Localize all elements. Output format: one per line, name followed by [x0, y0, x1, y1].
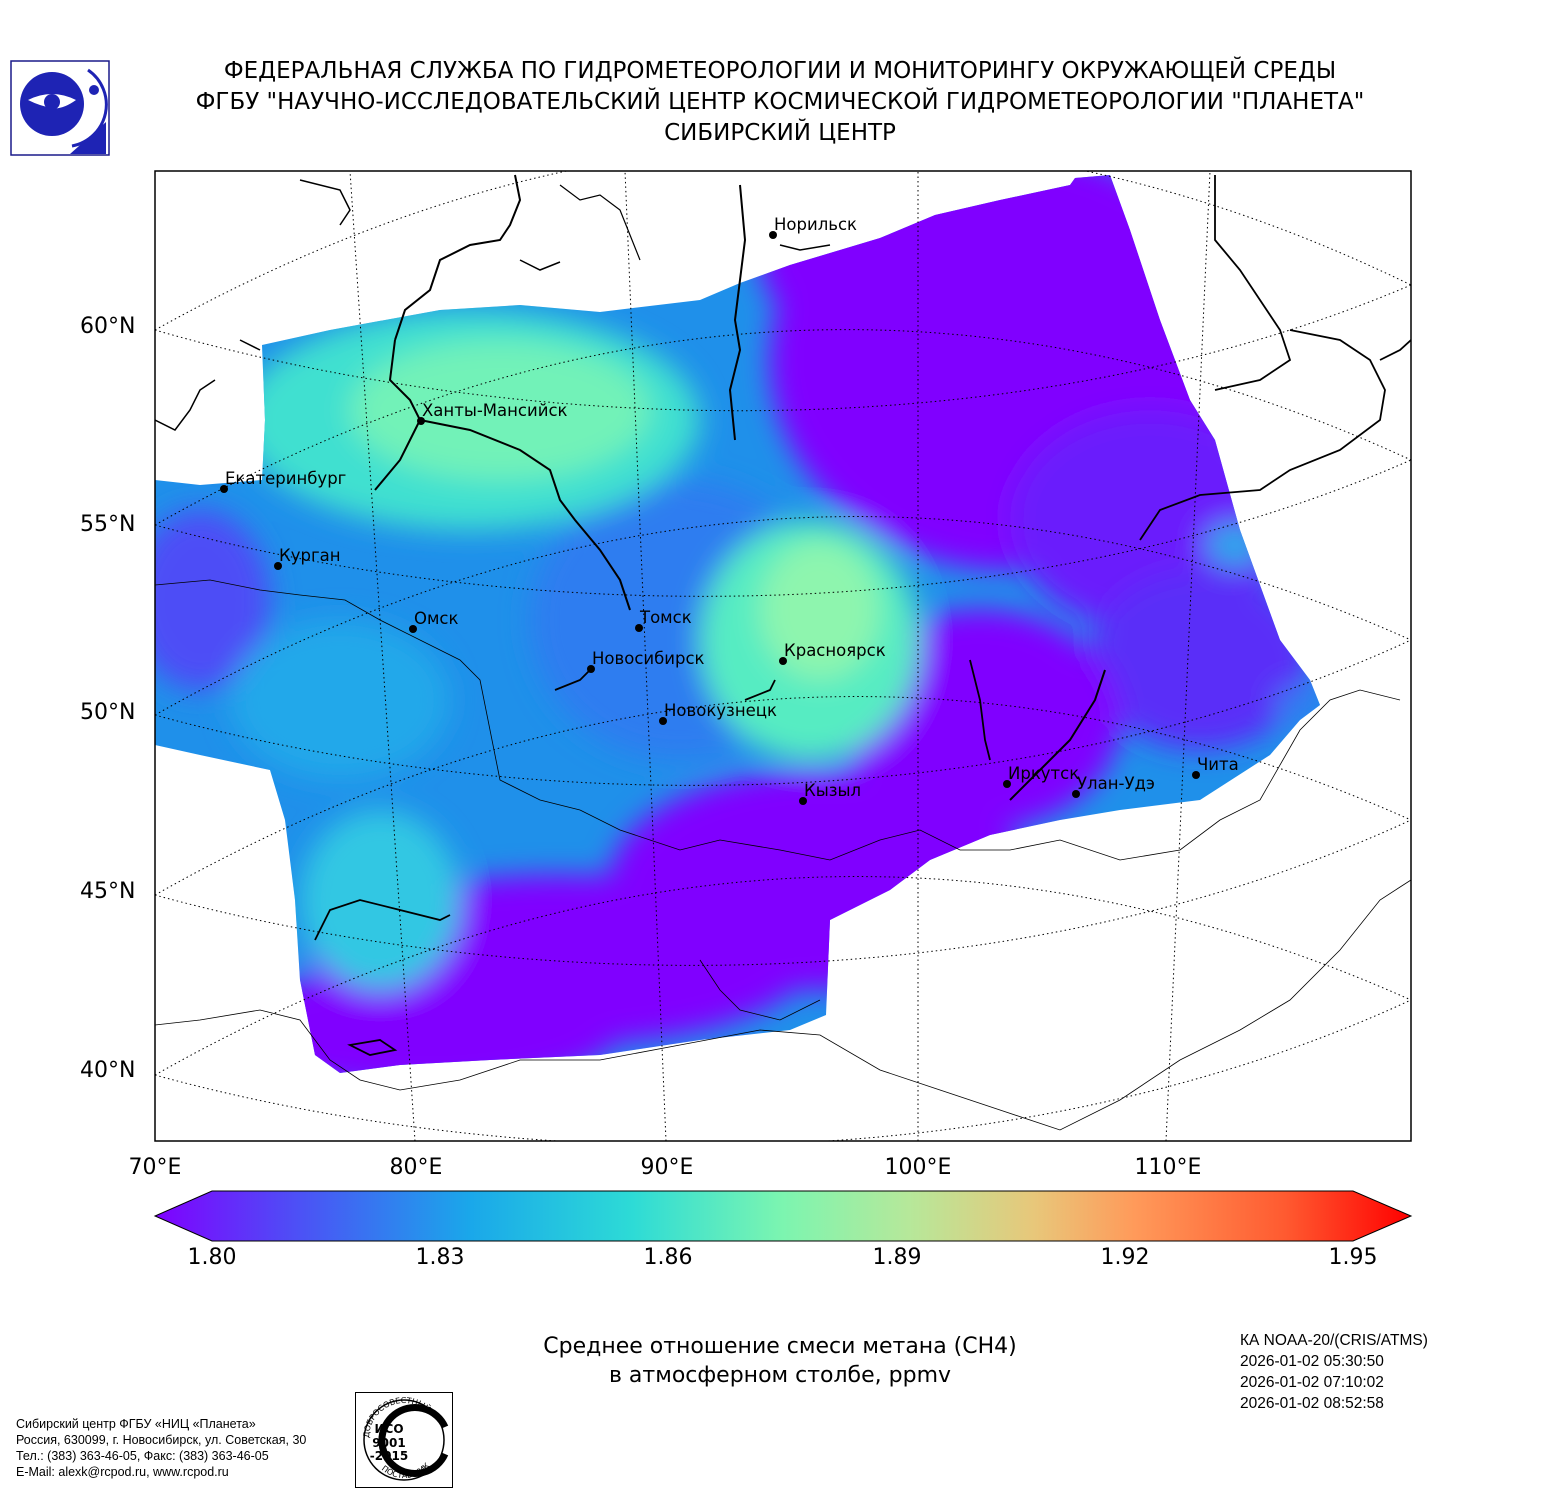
longitude-labels: 70°E 80°E 90°E 100°E 110°E	[129, 1155, 1202, 1180]
iso-badge-l2: 9001	[372, 1436, 405, 1450]
latitude-labels: 60°N 55°N 50°N 45°N 40°N	[80, 314, 135, 1083]
colorbar-tick: 1.80	[187, 1245, 237, 1270]
contact-info: Сибирский центр ФГБУ «НИЦ «Планета» Росс…	[16, 1416, 306, 1480]
colorbar-tick: 1.92	[1100, 1245, 1150, 1270]
city-marker	[779, 657, 787, 665]
city-marker	[220, 485, 228, 493]
header-line-2: ФГБУ "НАУЧНО-ИССЛЕДОВАТЕЛЬСКИЙ ЦЕНТР КОС…	[195, 89, 1365, 115]
city-marker	[274, 562, 282, 570]
lat-label-55: 55°N	[80, 512, 135, 537]
city-marker	[799, 797, 807, 805]
city-marker	[659, 717, 667, 725]
city-markers: Норильск Ханты-Мансийск Екатеринбург Курган…	[220, 215, 1239, 805]
lat-label-40: 40°N	[80, 1058, 135, 1083]
caption-line-2: в атмосферном столбе, ppmv	[608, 1363, 952, 1388]
city-label: Екатеринбург	[225, 469, 346, 488]
header-line-1: ФЕДЕРАЛЬНАЯ СЛУЖБА ПО ГИДРОМЕТЕОРОЛОГИИ …	[223, 58, 1337, 84]
iso-9001-badge: ДОБРОСОВЕСТНЫЙ ПОСТАВЩИК ИСО 9001 -2015	[355, 1392, 453, 1488]
city-label: Томск	[639, 608, 692, 627]
city-marker	[1072, 790, 1080, 798]
city-label: Ханты-Мансийск	[422, 401, 568, 420]
city-marker	[1192, 771, 1200, 779]
colorbar-tick: 1.83	[415, 1245, 465, 1270]
city-marker	[587, 665, 595, 673]
city-label: Чита	[1197, 755, 1239, 774]
city-label: Курган	[279, 546, 341, 565]
city-marker	[409, 625, 417, 633]
lon-label-110: 110°E	[1135, 1155, 1202, 1180]
city-label: Кызыл	[804, 781, 861, 800]
city-label: Новосибирск	[592, 649, 705, 668]
lat-label-45: 45°N	[80, 879, 135, 904]
city-label: Новокузнецк	[664, 701, 777, 720]
graticule	[155, 171, 1411, 1141]
map-caption: Среднее отношение смеси метана (CH4) в а…	[420, 1332, 1140, 1390]
city-label: Улан-Удэ	[1077, 774, 1155, 793]
lat-label-50: 50°N	[80, 700, 135, 725]
geo-lines	[155, 174, 1411, 1131]
satellite-info: КА NOAA-20/(CRIS/ATMS) 2026-01-02 05:30:…	[1240, 1330, 1428, 1414]
city-marker	[1003, 780, 1011, 788]
lon-label-90: 90°E	[641, 1155, 694, 1180]
pass-time-2: 2026-01-02 07:10:02	[1240, 1374, 1384, 1391]
caption-line-1: Среднее отношение смеси метана (CH4)	[543, 1334, 1017, 1359]
map-frame	[154, 170, 1412, 1142]
contact-line-1: Сибирский центр ФГБУ «НИЦ «Планета»	[16, 1417, 256, 1431]
city-marker	[635, 624, 643, 632]
colorbar-tick: 1.86	[643, 1245, 693, 1270]
city-label: Иркутск	[1008, 764, 1079, 783]
map-area	[155, 171, 1411, 1141]
methane-field	[155, 175, 1320, 1073]
lat-label-60: 60°N	[80, 314, 135, 339]
iso-badge-l3: -2015	[370, 1449, 408, 1463]
planeta-logo	[10, 60, 110, 156]
city-marker	[769, 231, 777, 239]
lon-label-80: 80°E	[390, 1155, 443, 1180]
contact-line-4: E-Mail: alexk@rcpod.ru, www.rcpod.ru	[16, 1465, 229, 1479]
city-label: Норильск	[774, 215, 857, 234]
city-label: Омск	[414, 609, 459, 628]
pass-time-3: 2026-01-02 08:52:58	[1240, 1395, 1384, 1412]
contact-line-3: Тел.: (383) 363-46-05, Факс: (383) 363-4…	[16, 1449, 269, 1463]
contact-line-2: Россия, 630099, г. Новосибирск, ул. Сове…	[16, 1433, 307, 1447]
lon-label-100: 100°E	[885, 1155, 952, 1180]
city-label: Красноярск	[784, 641, 886, 660]
colorbar-tick: 1.95	[1328, 1245, 1378, 1270]
colorbar-tick: 1.89	[872, 1245, 922, 1270]
satellite-name: КА NOAA-20/(CRIS/ATMS)	[1240, 1332, 1428, 1349]
page-header: ФЕДЕРАЛЬНАЯ СЛУЖБА ПО ГИДРОМЕТЕОРОЛОГИИ …	[120, 56, 1440, 149]
iso-badge-l1: ИСО	[374, 1422, 403, 1436]
colorbar-bar	[153, 1190, 1413, 1242]
header-line-3: СИБИРСКИЙ ЦЕНТР	[664, 120, 896, 146]
lon-label-70: 70°E	[129, 1155, 182, 1180]
pass-time-1: 2026-01-02 05:30:50	[1240, 1353, 1384, 1370]
colorbar	[153, 1190, 1413, 1242]
city-marker	[417, 417, 425, 425]
